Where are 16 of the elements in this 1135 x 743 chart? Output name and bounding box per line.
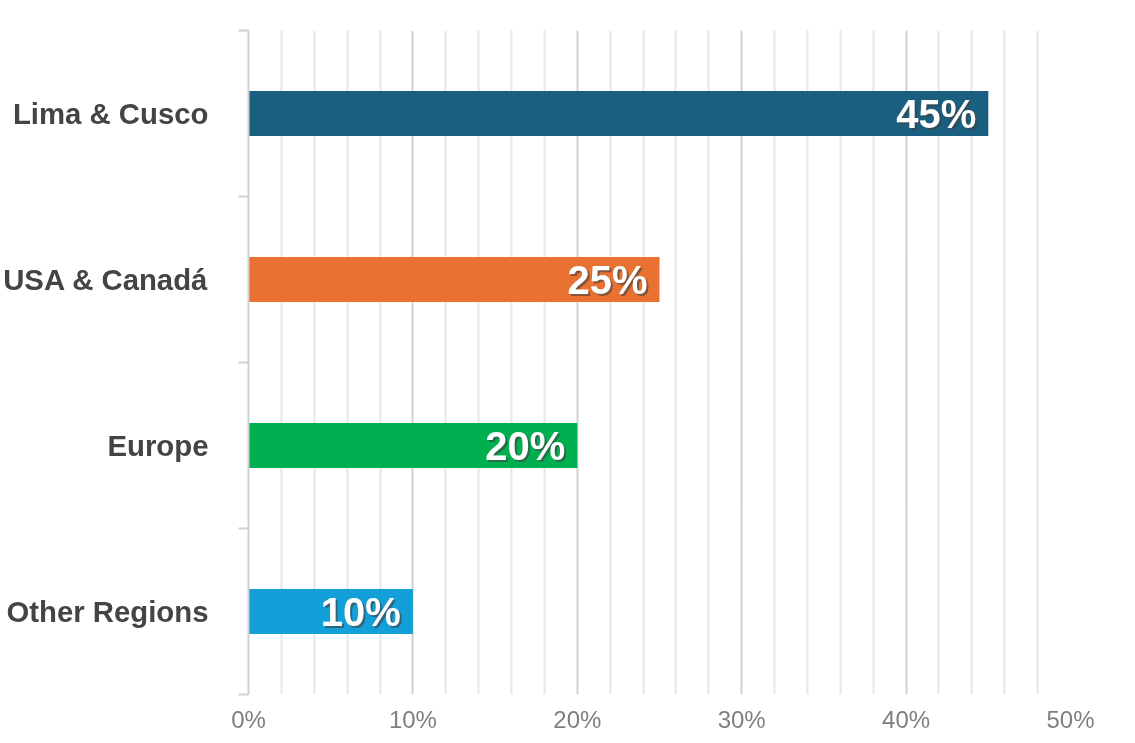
y-tick-label: USA & Canadá [3, 263, 209, 296]
x-tick-label: 30% [717, 705, 766, 733]
x-tick-label: 0% [231, 705, 266, 733]
x-tick-label: 50% [1046, 705, 1095, 733]
x-tick-label: 20% [553, 705, 602, 733]
x-tick-label: 40% [882, 705, 931, 733]
y-tick-label: Europe [107, 429, 209, 462]
y-tick-label: Lima & Cusco [12, 97, 209, 130]
data-label: 45% [898, 93, 979, 138]
bar [248, 91, 989, 136]
data-label: 20% [487, 425, 568, 470]
data-label: 10% [322, 591, 403, 636]
x-tick-label: 10% [388, 705, 437, 733]
bar [248, 257, 660, 302]
y-tick-label: Other Regions [6, 595, 209, 628]
data-label: 25% [569, 259, 650, 304]
